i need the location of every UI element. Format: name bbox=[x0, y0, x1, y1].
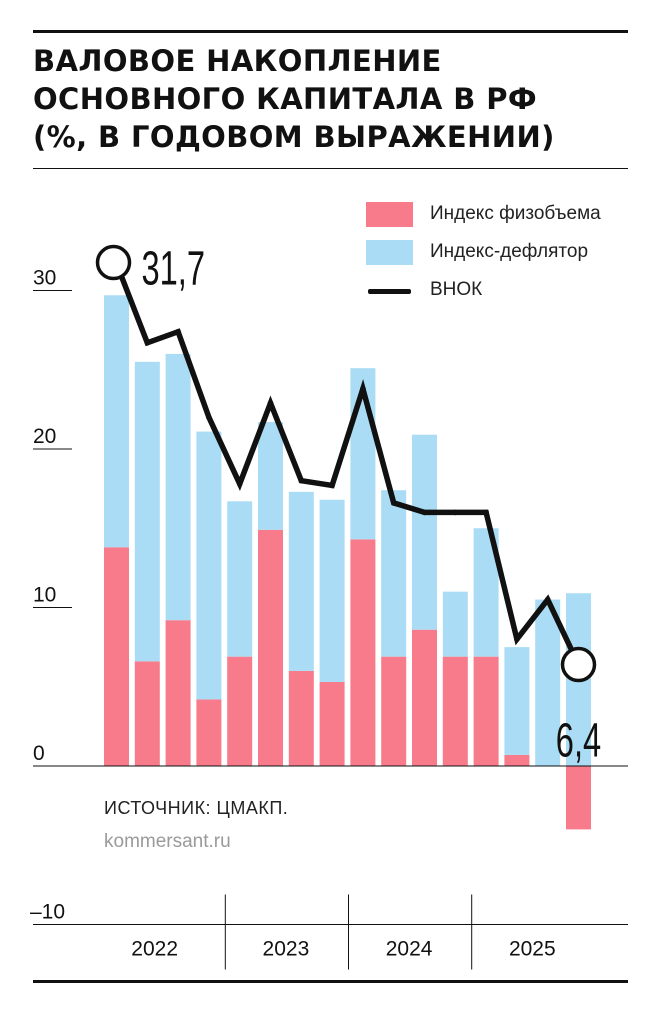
bar-deflator bbox=[412, 434, 437, 630]
chart-title: ВАЛОВОЕ НАКОПЛЕНИЕ ОСНОВНОГО КАПИТАЛА В … bbox=[33, 42, 633, 156]
gfcf-point bbox=[390, 500, 397, 506]
bar-group bbox=[104, 295, 591, 830]
year-label: 2024 bbox=[386, 938, 433, 961]
legend-line-gfcf bbox=[368, 289, 411, 294]
gfcf-point bbox=[298, 477, 305, 484]
bar-deflator bbox=[227, 501, 253, 657]
gfcf-point bbox=[421, 509, 428, 516]
bar-physical-volume bbox=[227, 656, 253, 766]
chart-title-line: ВАЛОВОЕ НАКОПЛЕНИЕ bbox=[33, 44, 442, 78]
bar-deflator bbox=[319, 499, 345, 682]
bar-deflator bbox=[165, 353, 191, 621]
gfcf-point bbox=[175, 328, 181, 335]
label-group: 31,7 6,4 bbox=[95, 241, 601, 767]
year-label: 2022 bbox=[131, 938, 178, 961]
bar-deflator bbox=[196, 431, 222, 700]
bar-deflator bbox=[504, 647, 530, 755]
source-note: ИСТОЧНИК: ЦМАКП. bbox=[104, 798, 289, 818]
year-label: 2025 bbox=[509, 938, 556, 961]
legend-item-deflator: Индекс-дефлятор bbox=[366, 238, 636, 276]
value-marker bbox=[95, 244, 132, 281]
y-tick-label: 20 bbox=[33, 425, 56, 448]
bar-physical-volume bbox=[350, 539, 376, 766]
bar-physical-volume bbox=[442, 656, 468, 766]
bar-physical-volume bbox=[165, 620, 191, 766]
bar-physical-volume bbox=[104, 547, 129, 766]
bar-physical-volume bbox=[412, 629, 437, 766]
axis-group: 30 20 10 0 –10 2022 2023 2024 2025 bbox=[30, 267, 628, 970]
bar-physical-volume bbox=[566, 766, 591, 830]
y-tick-label: 0 bbox=[33, 742, 45, 765]
legend-item-physical-volume: Индекс физобъема bbox=[366, 200, 636, 238]
gfcf-point bbox=[483, 509, 489, 516]
bar-physical-volume bbox=[134, 661, 160, 766]
value-label: 6,4 bbox=[556, 713, 601, 767]
y-tick-label: –10 bbox=[30, 901, 65, 924]
legend-label: Индекс физобъема bbox=[430, 203, 601, 224]
bar-deflator bbox=[258, 422, 283, 530]
legend: Индекс физобъема Индекс-дефлятор ВНОК bbox=[366, 200, 636, 314]
y-tick-label: 10 bbox=[33, 584, 56, 607]
legend-swatch-physical-volume bbox=[366, 202, 413, 227]
chart-title-line: (%, В ГОДОВОМ ВЫРАЖЕНИИ) bbox=[33, 120, 555, 154]
bar-physical-volume bbox=[196, 699, 222, 766]
year-label: 2023 bbox=[263, 938, 310, 961]
top-rule bbox=[33, 30, 628, 33]
legend-label: ВНОК bbox=[430, 279, 483, 300]
legend-item-gfcf: ВНОК bbox=[366, 276, 636, 314]
bar-deflator bbox=[381, 490, 407, 657]
bar-deflator bbox=[104, 295, 129, 548]
bar-physical-volume bbox=[473, 656, 499, 766]
bar-physical-volume bbox=[381, 656, 407, 766]
gfcf-point bbox=[544, 596, 551, 603]
gfcf-point bbox=[514, 636, 520, 642]
title-divider bbox=[33, 168, 628, 169]
y-tick-label: 30 bbox=[33, 267, 56, 290]
bar-deflator bbox=[535, 599, 561, 766]
bar-deflator bbox=[134, 361, 160, 662]
bar-physical-volume bbox=[258, 529, 283, 766]
gfcf-point bbox=[452, 509, 459, 516]
gfcf-line bbox=[113, 260, 582, 668]
bar-physical-volume bbox=[288, 670, 314, 766]
value-marker bbox=[560, 646, 597, 683]
gfcf-point bbox=[267, 400, 274, 406]
gfcf-point bbox=[329, 482, 335, 489]
bottom-rule bbox=[33, 980, 628, 983]
gfcf-point bbox=[206, 414, 212, 421]
gfcf-point bbox=[144, 340, 151, 346]
legend-swatch-deflator bbox=[366, 240, 413, 265]
gfcf-point bbox=[360, 385, 366, 392]
value-label: 31,7 bbox=[142, 241, 206, 295]
chart-title-line: ОСНОВНОГО КАПИТАЛА В РФ bbox=[33, 82, 538, 116]
bar-physical-volume bbox=[319, 681, 345, 766]
bar-deflator bbox=[288, 491, 314, 671]
credit-link[interactable]: kommersant.ru bbox=[104, 831, 231, 852]
bar-deflator bbox=[442, 591, 468, 657]
legend-label: Индекс-дефлятор bbox=[430, 241, 589, 262]
gfcf-point bbox=[236, 481, 243, 487]
bar-physical-volume bbox=[504, 754, 530, 766]
